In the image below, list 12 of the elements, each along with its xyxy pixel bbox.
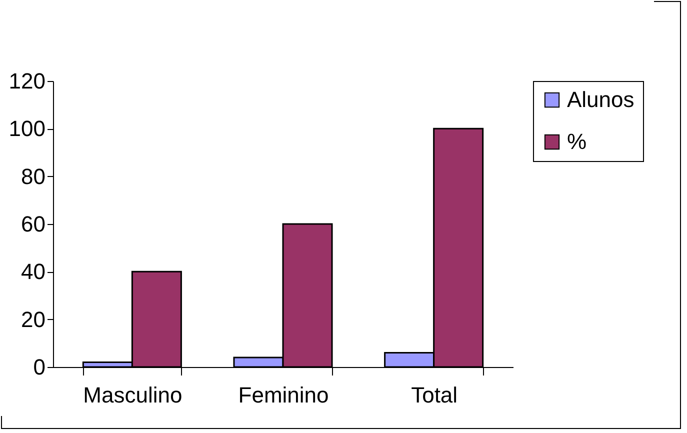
legend-label: %: [567, 129, 587, 154]
x-tick-label: Feminino: [238, 382, 329, 408]
y-tick-label: 100: [8, 116, 46, 142]
y-tick-label: 40: [21, 259, 46, 284]
y-tick-label: 20: [21, 306, 46, 332]
x-tick-label: Total: [411, 382, 458, 408]
y-tick-label: 60: [21, 212, 46, 236]
legend-label: Alunos: [567, 87, 634, 112]
y-tick-label: 0: [33, 354, 46, 380]
x-tick-label: Masculino: [83, 382, 182, 408]
y-tick-label: 80: [21, 164, 46, 189]
y-tick-label: 120: [8, 68, 46, 94]
